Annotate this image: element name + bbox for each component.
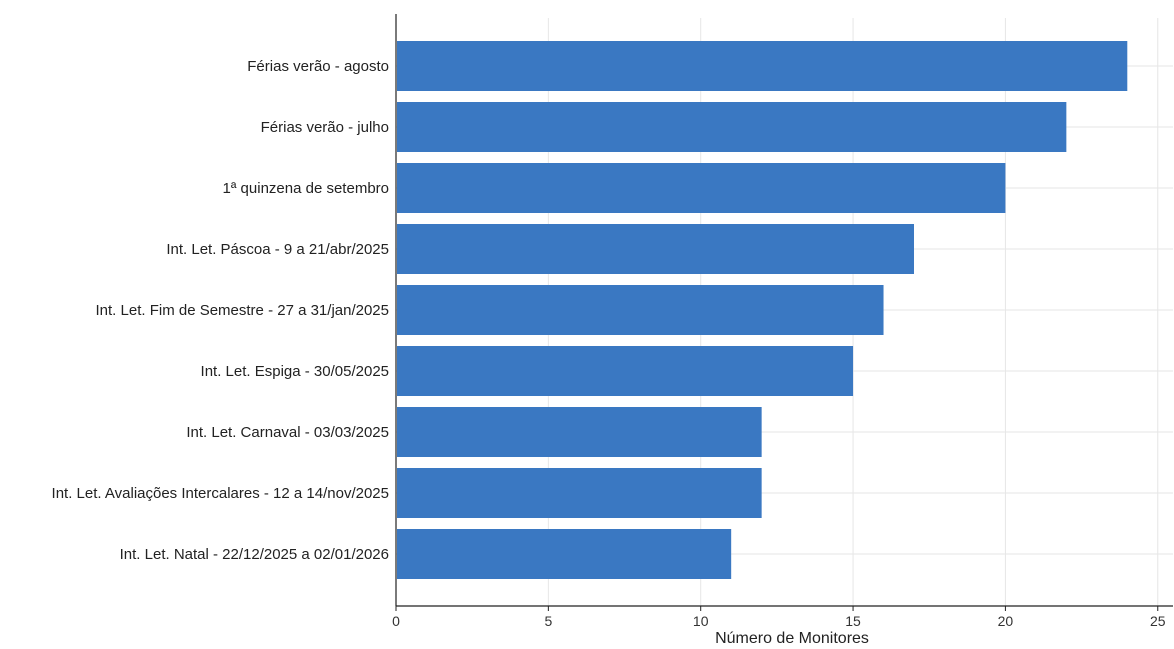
bar	[397, 346, 854, 396]
bars	[397, 41, 1128, 579]
x-tick-label: 25	[1150, 613, 1166, 629]
category-label: Férias verão - agosto	[247, 58, 389, 75]
x-tick-label: 20	[998, 613, 1014, 629]
bar	[397, 468, 762, 518]
x-axis-title: Número de Monitores	[715, 630, 869, 647]
category-label: Férias verão - julho	[261, 119, 389, 136]
bar	[397, 102, 1067, 152]
bar	[397, 41, 1128, 91]
bar	[397, 285, 884, 335]
category-label: Int. Let. Fim de Semestre - 27 a 31/jan/…	[96, 302, 390, 319]
bar	[397, 163, 1006, 213]
category-labels: Férias verão - agosto Férias verão - julh…	[52, 58, 389, 563]
x-tick-label: 0	[392, 613, 400, 629]
bar	[397, 529, 732, 579]
category-label: Int. Let. Espiga - 30/05/2025	[201, 363, 389, 380]
x-tick-label: 5	[544, 613, 552, 629]
bar	[397, 224, 914, 274]
axes	[395, 14, 1173, 607]
x-tick-label: 15	[845, 613, 861, 629]
x-tick-label: 10	[693, 613, 709, 629]
x-tick-labels: 0 5 10 15 20 25	[392, 606, 1166, 629]
category-label: Int. Let. Carnaval - 03/03/2025	[186, 424, 389, 441]
bar	[397, 407, 762, 457]
category-label: Int. Let. Natal - 22/12/2025 a 02/01/202…	[120, 546, 389, 563]
category-label: 1ª quinzena de setembro	[223, 180, 390, 197]
category-label: Int. Let. Páscoa - 9 a 21/abr/2025	[166, 241, 389, 258]
category-label: Int. Let. Avaliações Intercalares - 12 a…	[52, 485, 389, 502]
